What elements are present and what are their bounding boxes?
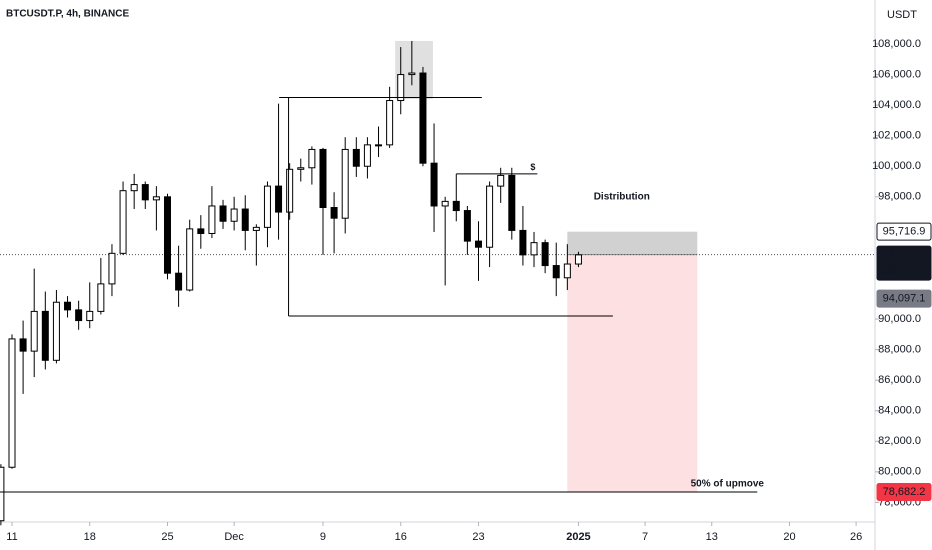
y-tick-label: 108,000.0 (872, 38, 921, 50)
candle-body (275, 185, 283, 213)
y-tick-label: 82,000.0 (878, 435, 921, 447)
candle-body (8, 338, 16, 468)
candle-body (186, 228, 194, 291)
y-tick-label: 102,000.0 (872, 130, 921, 142)
x-tick-label: 25 (161, 531, 173, 543)
y-tick-label: 106,000.0 (872, 68, 921, 80)
candle-body (508, 174, 516, 231)
x-tick-label: Dec (224, 531, 244, 543)
x-tick-label: 13 (706, 531, 718, 543)
candle-body (86, 310, 94, 322)
candle-body (119, 190, 127, 254)
candle-body (319, 148, 327, 208)
candle-body (386, 100, 394, 146)
y-tick-label: 100,000.0 (872, 160, 921, 172)
candle-body (574, 254, 582, 265)
candle-body (152, 196, 160, 201)
candle-body (163, 196, 171, 274)
target-zone (567, 254, 698, 492)
x-tick-label: 20 (783, 531, 795, 543)
candle-body (474, 240, 482, 248)
candle-body (375, 144, 383, 147)
price-label-box (876, 245, 932, 281)
candle-body (286, 168, 294, 213)
candle-body (452, 200, 460, 212)
candle-body (341, 148, 349, 219)
candle-body (0, 466, 5, 522)
candle-body (175, 272, 183, 291)
candle-body (408, 72, 416, 76)
candle-body (308, 148, 316, 169)
candle-body (352, 148, 360, 167)
candle-body (19, 338, 27, 352)
candle-body (563, 263, 571, 279)
candle-body (219, 205, 227, 222)
candle-body (241, 208, 249, 231)
x-tick-label: 18 (84, 531, 96, 543)
candle-body (97, 283, 105, 312)
y-tick-label: 86,000.0 (878, 374, 921, 386)
price-label-sub: 18:17 (881, 265, 909, 277)
candle-body (541, 242, 549, 267)
candle-body (430, 162, 438, 207)
candle-body (397, 74, 405, 102)
price-label: 78,682.2 (883, 486, 926, 498)
currency: USDT (887, 9, 917, 21)
candle-body (252, 226, 260, 231)
y-tick-label: 90,000.0 (878, 313, 921, 325)
x-tick-label: 23 (472, 531, 484, 543)
y-tick-label: 98,000.0 (878, 191, 921, 203)
candle-body (552, 265, 560, 279)
y-tick-label: 88,000.0 (878, 344, 921, 356)
candle-body (208, 205, 216, 234)
price-label: 94,097.1 (883, 293, 926, 305)
annotation: 50% of upmove (691, 479, 765, 490)
x-tick-label: 2025 (566, 531, 590, 543)
price-label-box (876, 482, 932, 501)
x-tick-label: 9 (320, 531, 326, 543)
candle-body (297, 167, 305, 170)
annotation: $ (530, 162, 535, 172)
candle-body (419, 72, 427, 164)
candle-body (75, 309, 83, 322)
candle-body (463, 210, 471, 242)
x-tick-label: 7 (642, 531, 648, 543)
price-label-box (876, 289, 932, 308)
candle-body (108, 252, 116, 285)
candle-body (497, 174, 505, 187)
candle-body (41, 310, 49, 361)
candle-body (197, 228, 205, 234)
candle-body (141, 184, 149, 201)
y-tick-label: 84,000.0 (878, 405, 921, 417)
candle-body (330, 206, 338, 219)
candle-body (441, 200, 449, 207)
price-label: 94,214.2 (883, 249, 926, 261)
candle-body (52, 301, 60, 361)
candle-body (130, 184, 138, 192)
annotation: Distribution (594, 191, 650, 202)
candle-body (530, 242, 538, 256)
candle-body (486, 185, 494, 248)
x-tick-label: 26 (850, 531, 862, 543)
candle-body (230, 208, 238, 222)
price-label: 95,716.9 (883, 226, 926, 238)
stop-zone (567, 231, 698, 255)
x-tick-label: 16 (395, 531, 407, 543)
price-label-box (876, 222, 932, 241)
y-tick-label: 104,000.0 (872, 99, 921, 111)
candle-body (363, 144, 371, 167)
y-tick-label: 80,000.0 (878, 466, 921, 478)
candle-body (64, 301, 72, 311)
candle-body (30, 310, 38, 352)
candle-body (263, 185, 271, 228)
candle-body (519, 229, 527, 256)
chart-title: BTCUSDT.P, 4h, BINANCE (6, 9, 129, 20)
x-tick-label: 11 (6, 531, 17, 543)
